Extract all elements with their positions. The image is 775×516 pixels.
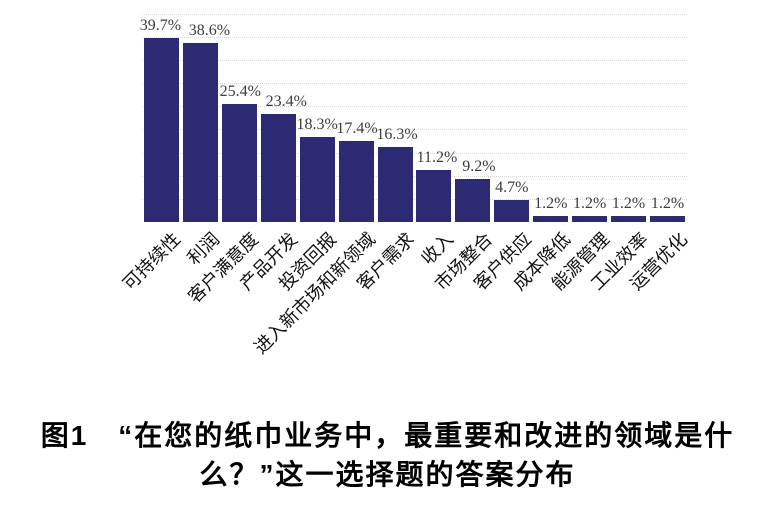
- bar-value-label: 17.4%: [336, 120, 378, 138]
- bar-value-label: 38.6%: [188, 22, 231, 40]
- gridline: [142, 36, 687, 38]
- bar-value-label: 16.3%: [376, 125, 418, 143]
- bar: [377, 146, 413, 222]
- bar: [533, 216, 569, 222]
- x-axis-label: 可持续性: [119, 229, 185, 295]
- bar-value-label: 11.2%: [416, 149, 458, 167]
- bar-value-label: 25.4%: [219, 83, 261, 101]
- gridline: [142, 13, 687, 15]
- bar: [338, 141, 374, 222]
- gridline: [142, 198, 687, 200]
- gridline: [142, 83, 687, 85]
- bar-value-label: 4.7%: [495, 179, 529, 197]
- bar: [650, 216, 686, 222]
- bar-value-label: 1.2%: [611, 195, 646, 213]
- caption-line-1: 图1 “在您的纸巾业务中，最重要和改进的领域是什: [40, 420, 735, 451]
- bar-value-label: 18.3%: [296, 116, 338, 134]
- gridline: [142, 152, 687, 154]
- bar: [494, 200, 530, 222]
- bar: [299, 137, 335, 222]
- bar: [416, 170, 452, 222]
- figure-caption: 图1 “在您的纸巾业务中，最重要和改进的领域是什 么？”这一选择题的答案分布: [0, 416, 775, 494]
- bar-value-label: 1.2%: [534, 195, 568, 213]
- bar: [143, 38, 179, 222]
- bar-value-label: 1.2%: [573, 195, 607, 213]
- bar: [455, 179, 491, 222]
- gridline: [142, 175, 687, 177]
- bar: [572, 216, 608, 222]
- bar: [260, 113, 296, 222]
- bar: [221, 104, 257, 222]
- bar-value-label: 9.2%: [462, 158, 496, 176]
- bar-value-label: 1.2%: [650, 195, 685, 213]
- bar-value-label: 23.4%: [265, 92, 307, 110]
- gridline: [142, 59, 687, 61]
- bar: [611, 216, 647, 222]
- bar-value-label: 39.7%: [139, 17, 182, 35]
- gridline: [142, 106, 687, 108]
- gridline: [142, 129, 687, 131]
- caption-line-2: 么？”这一选择题的答案分布: [199, 459, 576, 490]
- bar: [182, 43, 218, 222]
